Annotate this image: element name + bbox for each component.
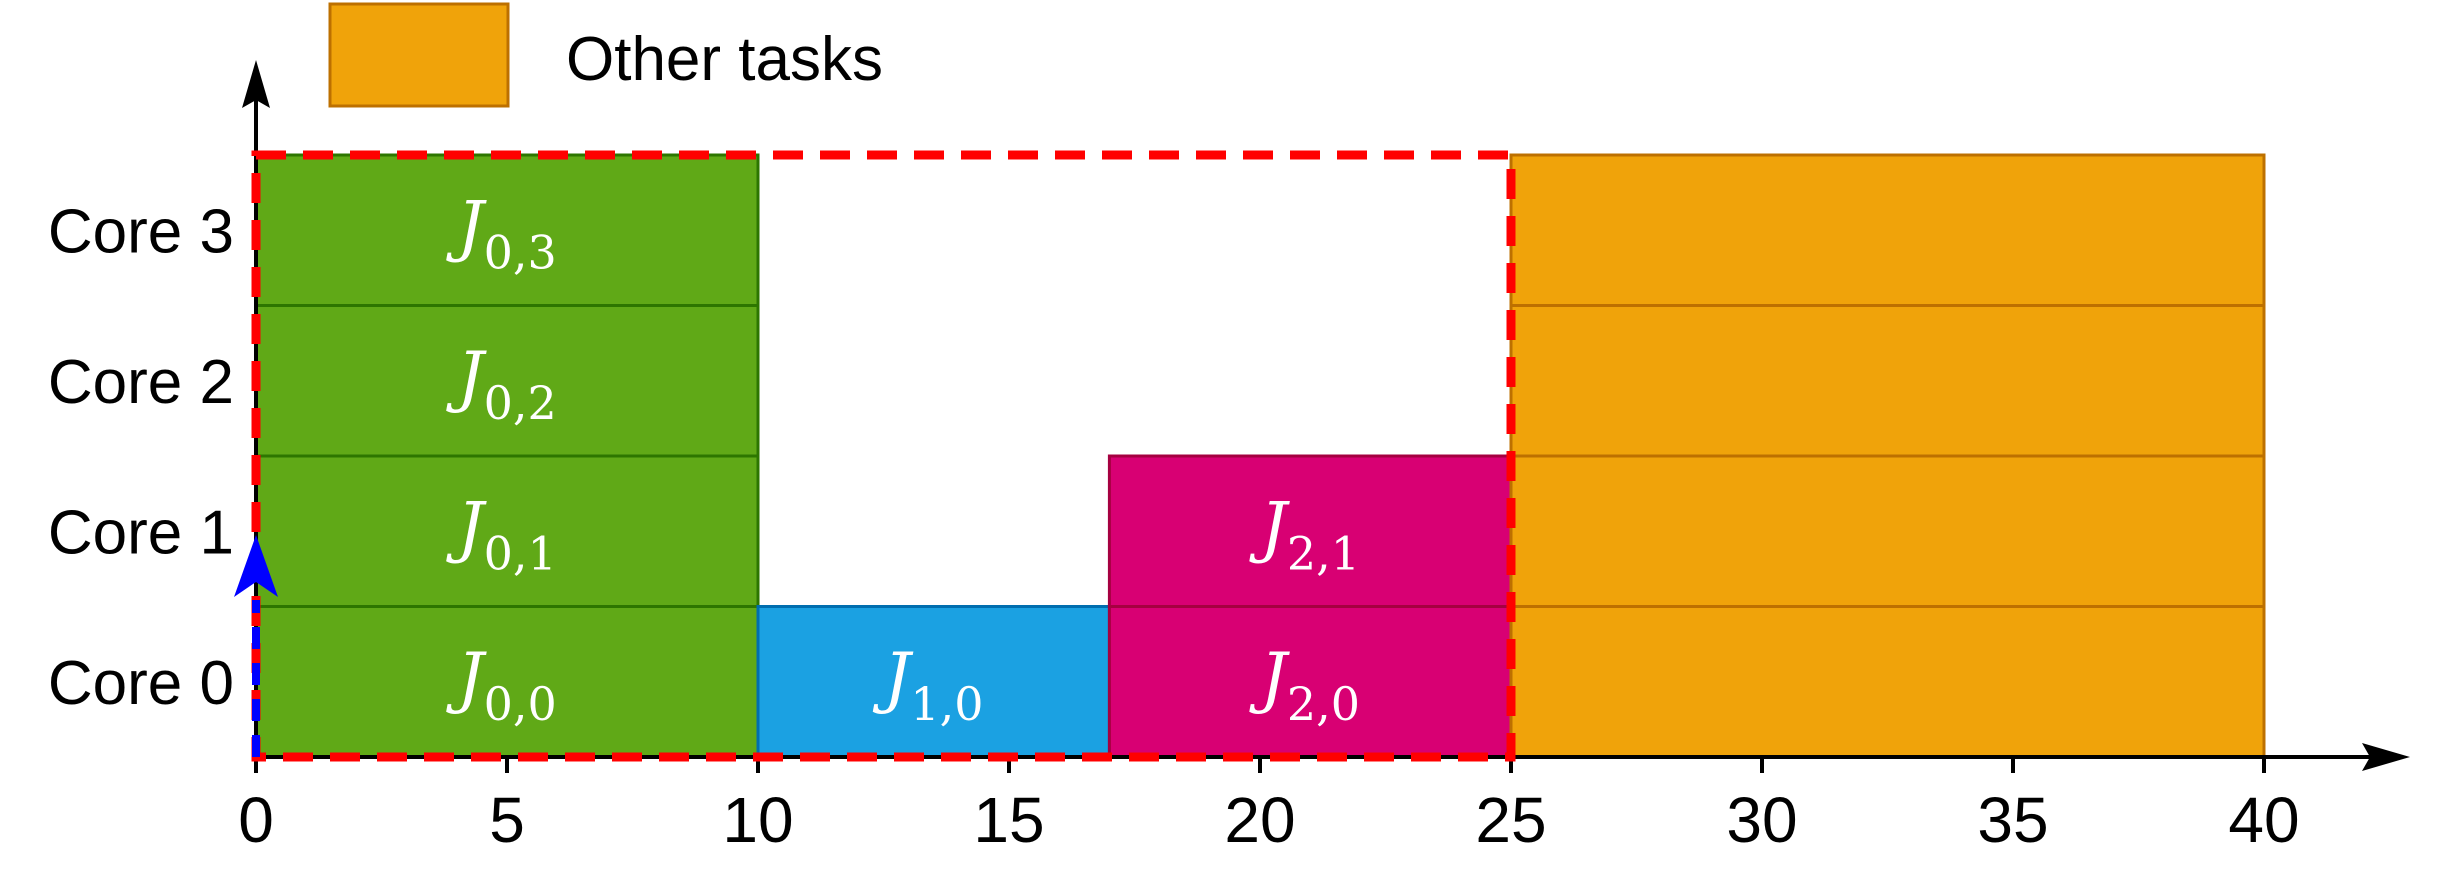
other-tasks-bar-core-3 bbox=[1509, 153, 2266, 307]
release-marker bbox=[234, 535, 278, 757]
job-bar-2-0 bbox=[1107, 605, 1513, 759]
core-label-2: Core 2 bbox=[48, 348, 234, 417]
highlight-dashed-rect bbox=[251, 150, 1516, 762]
job-bar-0-1 bbox=[254, 454, 760, 608]
other-tasks-bar-core-0 bbox=[1509, 605, 2266, 759]
x-axis-arrow-icon bbox=[2362, 743, 2410, 771]
legend-swatch-other-tasks bbox=[328, 2, 510, 108]
x-tick-label-40: 40 bbox=[2228, 784, 2299, 856]
legend: Other tasks bbox=[328, 2, 883, 108]
x-tick-label-10: 10 bbox=[722, 784, 793, 856]
job-bar-0-3 bbox=[254, 153, 760, 307]
highlight-region bbox=[251, 150, 1516, 762]
x-tick-label-30: 30 bbox=[1726, 784, 1797, 856]
legend-label-other-tasks: Other tasks bbox=[566, 25, 883, 94]
other-tasks-bars bbox=[1509, 153, 2266, 759]
core-label-3: Core 3 bbox=[48, 197, 234, 266]
other-tasks-bar-core-2 bbox=[1509, 304, 2266, 458]
job-bar-0-0 bbox=[254, 605, 760, 759]
core-label-0: Core 0 bbox=[48, 649, 234, 718]
other-tasks-bar-core-1 bbox=[1509, 454, 2266, 608]
x-tick-label-20: 20 bbox=[1224, 784, 1295, 856]
job-label-2-0: J2,0 bbox=[1248, 639, 1360, 731]
labels: J0,0J0,1J0,2J0,3J1,0 J2,0J2,10 5 10 15 20 25 30… bbox=[48, 187, 2300, 856]
release-arrow-icon bbox=[234, 535, 278, 597]
job-bars bbox=[254, 153, 1513, 759]
x-tick-label-0: 0 bbox=[238, 784, 274, 856]
x-tick-label-5: 5 bbox=[489, 784, 525, 856]
x-tick-label-15: 15 bbox=[973, 784, 1044, 856]
core-label-1: Core 1 bbox=[48, 498, 234, 567]
y-axis-arrow-icon bbox=[242, 60, 270, 108]
job-bar-2-1 bbox=[1107, 454, 1513, 608]
x-tick-label-25: 25 bbox=[1475, 784, 1546, 856]
x-tick-label-35: 35 bbox=[1977, 784, 2048, 856]
